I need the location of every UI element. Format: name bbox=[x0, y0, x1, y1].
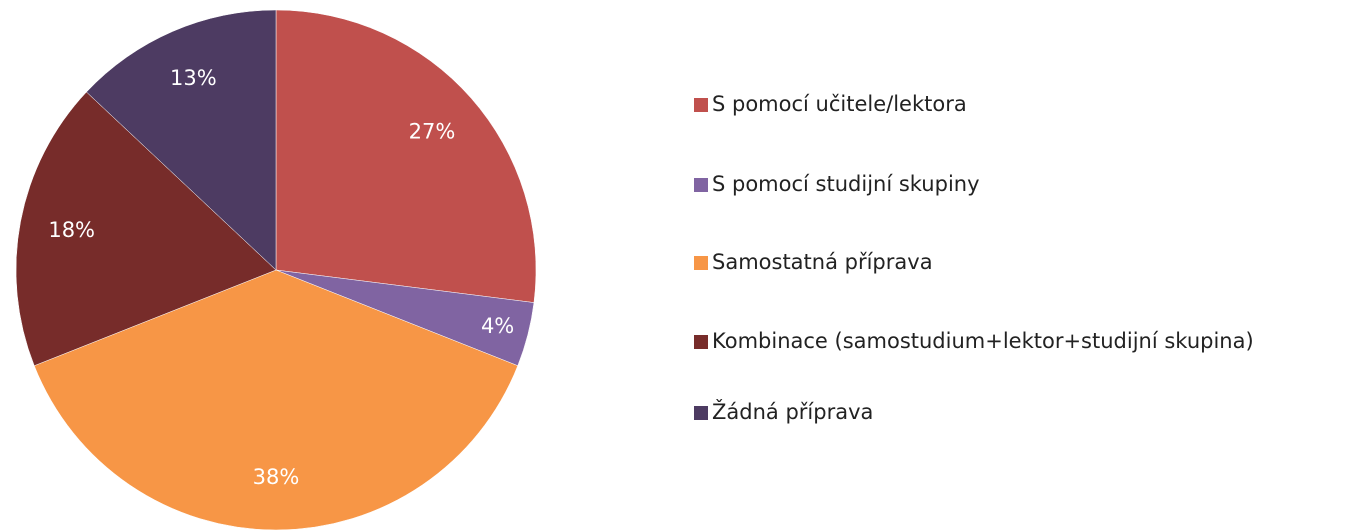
legend-label: S pomocí studijní skupiny bbox=[712, 172, 980, 196]
legend-label: Samostatná příprava bbox=[712, 250, 933, 274]
legend-swatch bbox=[694, 256, 708, 270]
pie-slice bbox=[33, 269, 519, 531]
legend-swatch bbox=[694, 98, 708, 112]
legend-swatch bbox=[694, 178, 708, 192]
data-label: 4% bbox=[481, 314, 514, 338]
pie-slice bbox=[275, 9, 537, 303]
legend-label: Žádná příprava bbox=[712, 399, 873, 424]
legend-swatch bbox=[694, 406, 708, 420]
pie-slice bbox=[86, 9, 277, 271]
data-label: 13% bbox=[170, 66, 217, 90]
pie-slice bbox=[15, 91, 277, 367]
legend-label: Kombinace (samostudium+lektor+studijní s… bbox=[712, 329, 1254, 353]
legend-swatch bbox=[694, 335, 708, 349]
data-label: 27% bbox=[409, 119, 456, 143]
data-label: 38% bbox=[253, 465, 300, 489]
data-label: 18% bbox=[48, 218, 95, 242]
legend-label: S pomocí učitele/lektora bbox=[712, 92, 967, 116]
